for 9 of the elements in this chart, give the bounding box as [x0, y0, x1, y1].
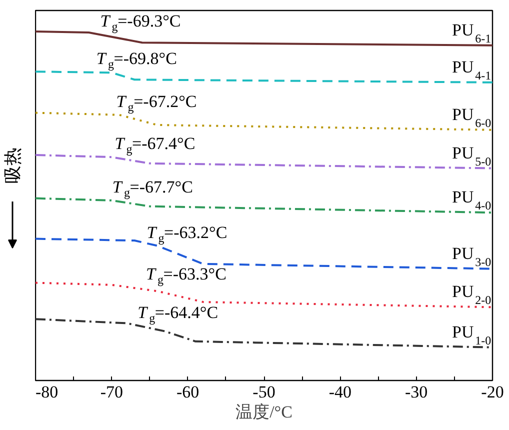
y-axis-title: 吸热 [2, 147, 22, 184]
x-tick-label: -20 [481, 382, 504, 402]
x-tick-label: -40 [328, 382, 352, 402]
x-tick-label: -80 [36, 382, 58, 402]
x-tick-label: -30 [405, 382, 428, 402]
x-tick-label: -50 [252, 382, 276, 402]
x-axis-title: 温度/°C [236, 402, 292, 422]
x-tick-label: -70 [100, 382, 124, 402]
x-tick-label: -60 [176, 382, 200, 402]
